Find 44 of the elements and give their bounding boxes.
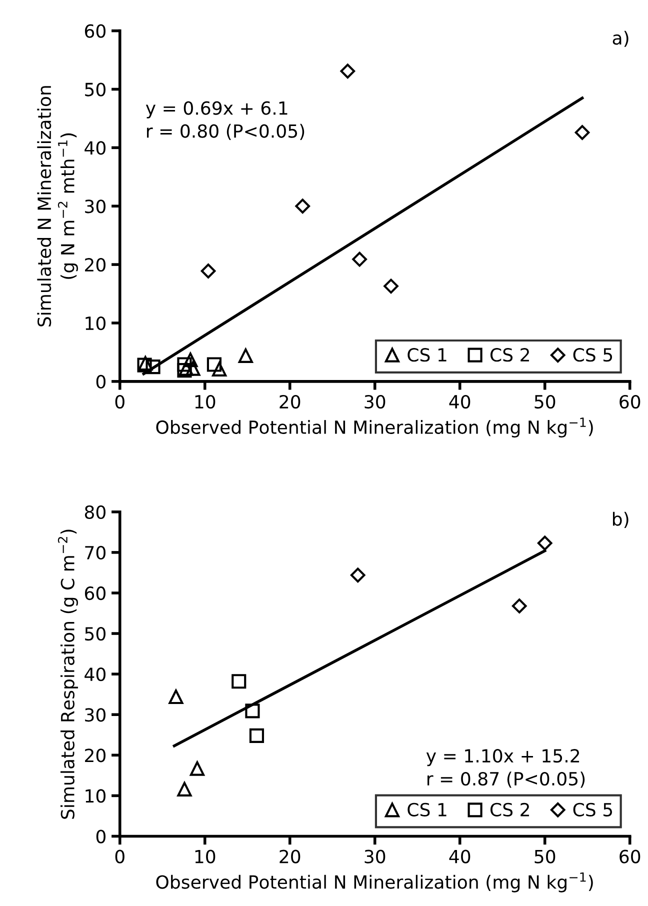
legend-label: CS 1 [408,802,446,816]
x-tick-label: 10 [195,850,216,864]
y-tick-label: 70 [85,546,106,560]
x-tick-label: 20 [280,850,300,864]
y-tick-label: 10 [86,316,106,330]
y-tick-label: 80 [84,505,106,520]
x-tick-label: 20 [280,394,300,409]
x-tick-label: 60 [620,850,640,864]
legend-label: CS 5 [573,802,612,816]
y-tick-label: 10 [86,789,106,803]
y-tick-label: 40 [84,141,106,155]
annotation: a) [612,30,628,47]
y-tick-label: 30 [85,200,106,214]
annotation: y = 1.10x + 15.2 r = 0.87 (P<0.05) [426,748,585,788]
x-tick-label: 60 [620,394,640,409]
y-tick-label: 0 [96,374,106,389]
x-tick-label: 40 [449,850,470,864]
y-tick-label: 50 [85,626,106,641]
y-tick-label: 40 [84,668,106,682]
x-tick-label: 40 [449,394,470,409]
x-tick-label: 50 [534,394,556,409]
legend-label: CS 2 [490,348,529,362]
annotation: y = 0.69x + 6.1 r = 0.80 (P<0.05) [146,101,304,140]
x-axis-title: Observed Potential N Mineralization (mg N kg$^{−1}$) [156,418,593,438]
y-tick-label: 20 [85,258,106,272]
y-tick-label: 20 [85,748,106,762]
x-axis-title: Observed Potential N Mineralization (mg N kg$^{−1}$) [156,872,593,892]
legend-label: CS 2 [490,802,529,816]
x-tick-label: 30 [364,394,386,409]
y-tick-label: 30 [85,708,106,722]
y-axis-title: Simulated Respiration (g C m$^{−2}$) [58,530,78,819]
y-tick-label: 60 [84,586,106,600]
legend-label: CS 5 [573,348,612,362]
x-tick-label: 0 [115,850,124,864]
x-tick-label: 10 [195,394,216,409]
y-tick-label: 0 [96,830,106,844]
y-axis-title: Simulated N Mineralization (g N m$^{−2}$ mth$^{−1}$) [37,86,78,326]
legend-label: CS 1 [408,348,446,362]
y-tick-label: 60 [84,24,106,38]
y-tick-label: 50 [85,82,106,96]
x-tick-label: 50 [534,850,556,864]
x-tick-label: 30 [364,850,386,864]
annotation: b) [612,512,628,528]
x-tick-label: 0 [115,394,124,409]
